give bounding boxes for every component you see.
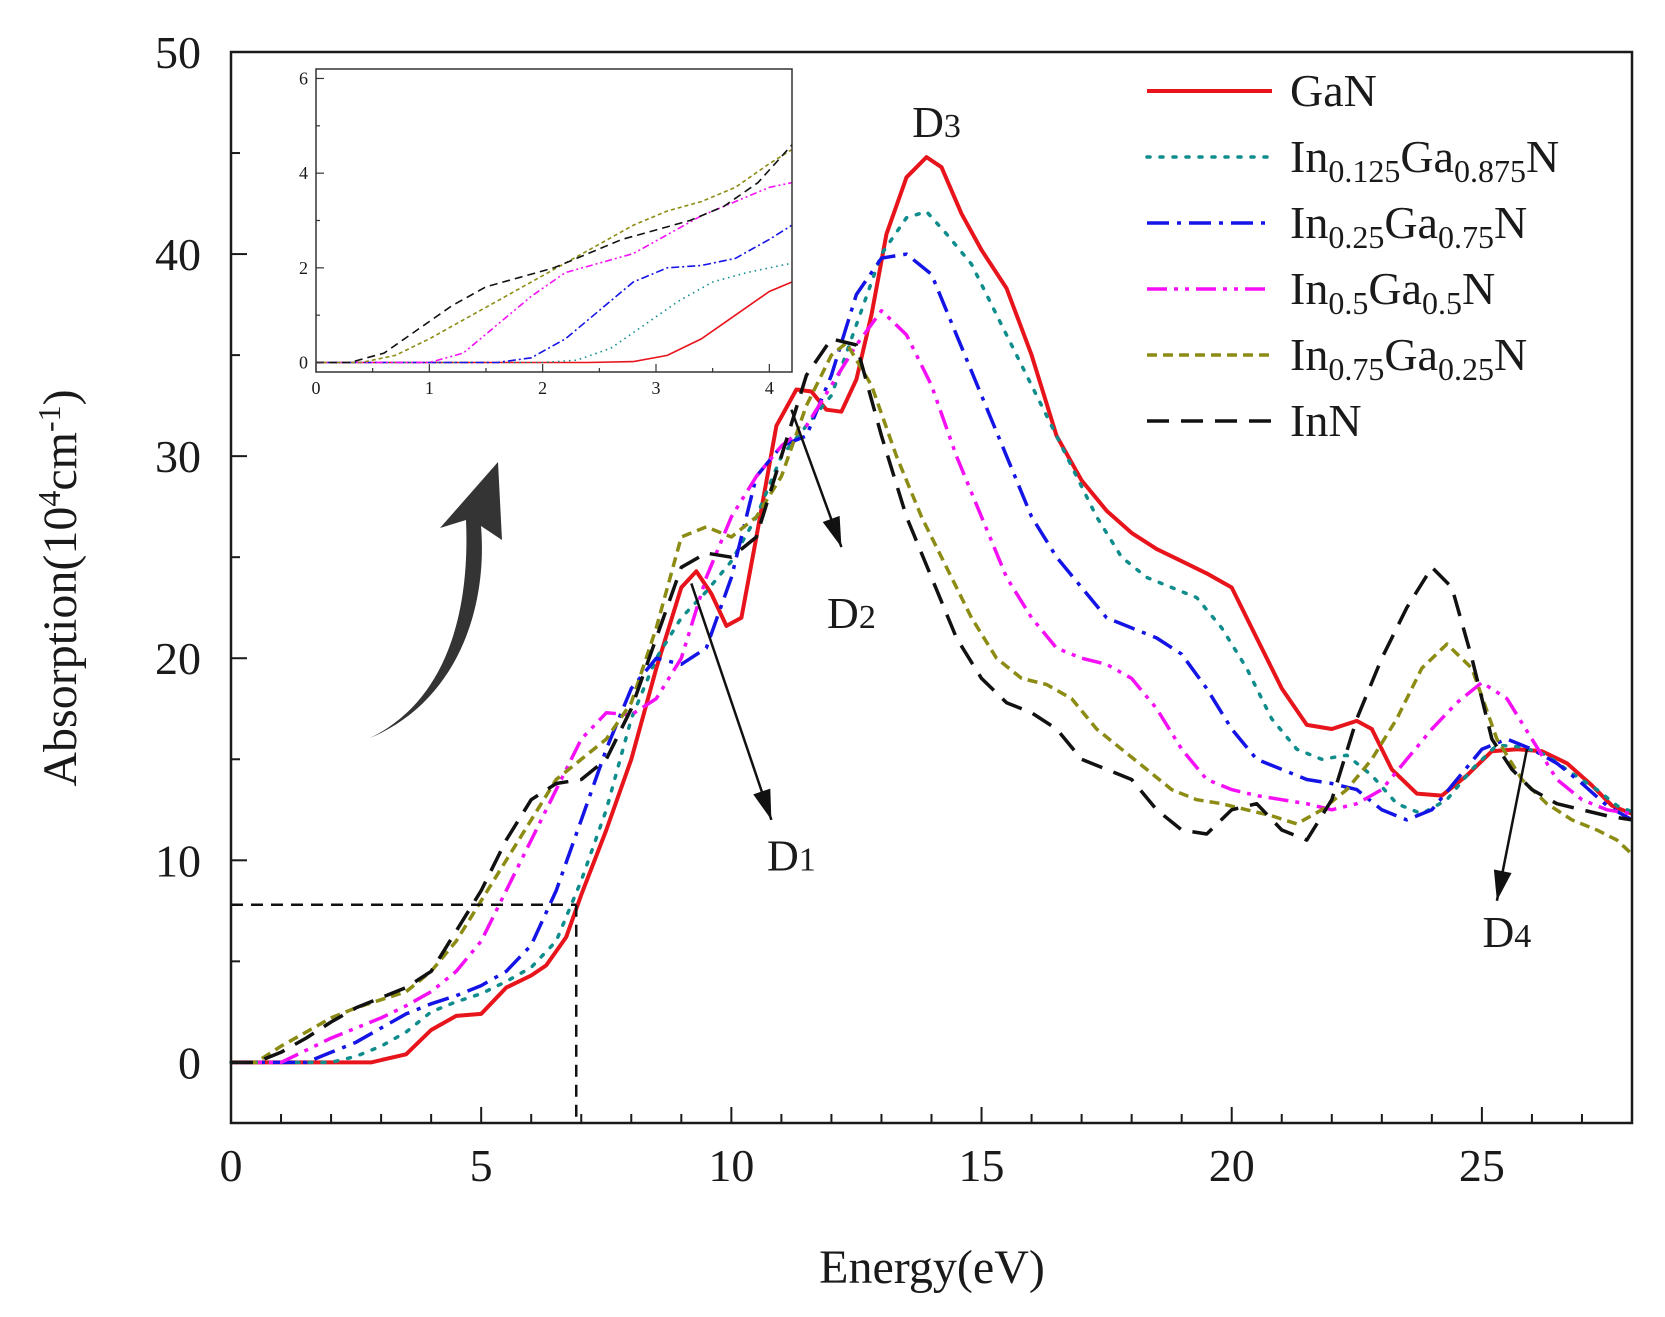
x-tick-label: 20 <box>1209 1140 1255 1191</box>
inset-y-ticks: 0 2 4 6 <box>299 68 324 373</box>
peak-annotations: D1 D2 D3 D4 <box>690 98 1532 957</box>
main-series-group <box>229 155 1634 1065</box>
x-tick-label: 5 <box>470 1140 493 1191</box>
peak-label-D1: D1 <box>767 831 816 880</box>
y-tick-label: 30 <box>155 431 201 482</box>
legend-label-4: In0.75Ga0.25N <box>1290 329 1527 387</box>
inset-y-tick-label: 2 <box>299 258 308 278</box>
reference-lines <box>231 903 578 1123</box>
peak-label-D3: D3 <box>912 98 961 147</box>
arrow-D1 <box>690 583 773 821</box>
inset-series-line-2 <box>316 224 793 364</box>
legend-label-1: In0.125Ga0.875N <box>1290 131 1559 189</box>
peak-label-D2: D2 <box>827 589 876 638</box>
legend-label-5: InN <box>1290 395 1362 446</box>
legend: GaN In0.125Ga0.875N In0.25Ga0.75N In0.5Ga0.… <box>1145 65 1559 446</box>
x-tick-label: 25 <box>1459 1140 1505 1191</box>
inset-y-tick-label: 6 <box>299 68 308 88</box>
x-tick-label: 15 <box>959 1140 1005 1191</box>
inset-background <box>316 69 792 372</box>
legend-label-2: In0.25Ga0.75N <box>1290 197 1527 255</box>
inset-plot: 0 1 2 3 4 0 2 4 6 <box>299 68 793 398</box>
series-line-0 <box>231 155 1633 1065</box>
inset-x-tick-label: 2 <box>538 378 547 398</box>
inset-x-ticks: 0 1 2 3 4 <box>312 364 774 398</box>
arrowhead-D1 <box>753 788 772 820</box>
x-tick-label: 10 <box>708 1140 754 1191</box>
y-tick-label: 0 <box>178 1037 201 1088</box>
inset-y-tick-label: 4 <box>299 163 308 183</box>
y-tick-label: 10 <box>155 835 201 886</box>
legend-label-3: In0.5Ga0.5N <box>1290 263 1495 321</box>
y-axis-title: Absorption(104cm-1) <box>31 389 87 786</box>
inset-series-line-0 <box>316 281 793 364</box>
inset-series-line-5 <box>316 144 793 364</box>
inset-x-tick-label: 1 <box>425 378 434 398</box>
y-tick-label: 40 <box>155 229 201 280</box>
peak-label-D4: D4 <box>1483 908 1532 957</box>
y-axis-ticks: 0 10 20 30 40 50 <box>155 27 247 1088</box>
inset-series-group <box>316 144 793 364</box>
curved-arrow-icon <box>370 462 502 738</box>
x-axis-title: Energy(eV) <box>819 1241 1045 1294</box>
inset-x-tick-label: 4 <box>765 378 774 398</box>
x-axis-ticks: 0 5 10 15 20 25 <box>220 1107 1633 1191</box>
series-line-5 <box>231 337 1633 1065</box>
inset-y-tick-label: 0 <box>299 353 308 373</box>
series-line-2 <box>231 252 1633 1065</box>
arrowhead-D4 <box>1493 869 1512 901</box>
y-tick-label: 20 <box>155 633 201 684</box>
inset-x-tick-label: 3 <box>652 378 661 398</box>
x-tick-label: 0 <box>220 1140 243 1191</box>
arrowhead-D2 <box>822 515 842 548</box>
series-line-1 <box>229 209 1634 1065</box>
y-tick-label: 50 <box>155 27 201 78</box>
series-line-4 <box>231 341 1634 1065</box>
inset-series-line-3 <box>316 181 793 364</box>
series-line-3 <box>231 308 1633 1065</box>
inset-x-tick-label: 0 <box>312 378 321 398</box>
legend-label-0: GaN <box>1290 65 1377 116</box>
